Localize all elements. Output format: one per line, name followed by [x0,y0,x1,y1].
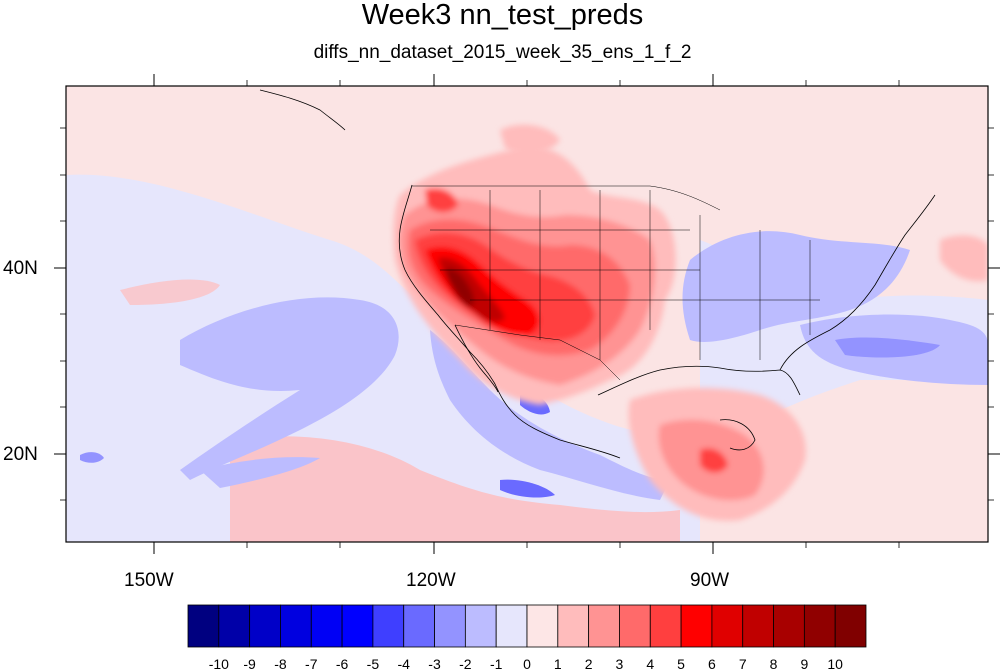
colorbar-label: 4 [646,656,655,672]
colorbar-box [773,604,805,648]
warm-level-5-northwest [425,188,458,213]
colorbar-label: 9 [800,656,809,672]
colorbar-label: -4 [397,656,410,672]
state-borders [412,185,820,381]
colorbar-box [742,604,774,648]
east-pacific-level-2 [940,235,988,282]
coastline-east [779,194,936,371]
colorbar-box [434,604,466,648]
colorbar-box [495,604,528,648]
colorbar-label: 6 [708,656,716,672]
colorbar-box [187,604,220,648]
colorbar-box [464,604,497,648]
map-field [66,86,988,542]
coastline-baja [454,324,499,393]
colorbar-label: 8 [769,656,778,672]
colorbar-box [218,604,251,648]
lon-label-150w: 150W [124,570,174,591]
colorbar-box [680,604,713,648]
field-blue-deep-3 [835,337,940,358]
colorbar-box [803,604,836,648]
colorbar-label: 0 [523,656,531,672]
colorbar-label: 10 [827,656,843,672]
colorbar-box [372,604,405,648]
colorbar-box [649,604,682,648]
colorbar-box [711,604,744,648]
field-blue-mexico-coast [430,330,670,500]
colorbar-box [280,604,312,648]
colorbar-label: 5 [677,656,685,672]
colorbar-label: -7 [305,656,318,672]
colorbar-box [403,604,435,648]
field-blue-south-band [200,457,320,488]
chart-subtitle: diffs_nn_dataset_2015_week_35_ens_1_f_2 [313,42,692,63]
colorbar-label: 2 [584,656,593,672]
colorbar-box [310,604,343,648]
border-us-canada [412,185,721,211]
colorbar-box [341,604,374,648]
colorbar-label: -10 [208,656,229,672]
colorbar-label: -1 [489,656,503,672]
coastline-yucatan [719,419,756,451]
colorbar [187,604,867,648]
colorbar-label: 7 [738,656,747,672]
colorbar-box [249,604,281,648]
field-blue-hawaii [80,452,104,463]
lon-label-90w: 90W [690,570,730,591]
field-pink-patch-west [120,279,220,305]
colorbar-label: -9 [243,656,256,672]
axis-ticks [54,74,1000,554]
field-blue-pacific-band [180,297,399,480]
colorbar-label: 1 [553,656,562,672]
north-level-2 [500,124,560,154]
lat-label-20n: 20N [3,444,38,465]
colorbar-label: -3 [428,656,441,672]
colorbar-box [557,604,590,648]
coastline-alaska [259,89,346,131]
lon-label-120w: 120W [406,570,456,591]
chart-title: Week3 nn_test_preds [361,0,644,31]
gulf-level-5 [700,448,728,473]
colorbar-label: 3 [615,656,624,672]
colorbar-box [526,604,559,648]
field-pink-band [230,436,680,542]
colorbar-label: -2 [459,656,472,672]
coastline-gulf [597,365,801,396]
warm-level-10 [446,268,474,308]
field-gulf-anomaly [500,124,988,521]
field-blue-deep-2 [500,479,555,498]
colorbar-label: -8 [274,656,287,672]
coastline-west [398,184,621,459]
minor-ticks [60,80,994,548]
colorbar-box [588,604,620,648]
field-warm-anomaly [393,146,676,406]
colorbar-label: -6 [335,656,349,672]
field-blue-east-us [682,231,910,342]
colorbar-box [834,604,867,648]
coastlines [259,89,936,459]
lat-label-40n: 40N [3,258,38,279]
border-us-mexico [454,324,621,381]
colorbar-label: -5 [366,656,380,672]
colorbar-box [619,604,651,648]
